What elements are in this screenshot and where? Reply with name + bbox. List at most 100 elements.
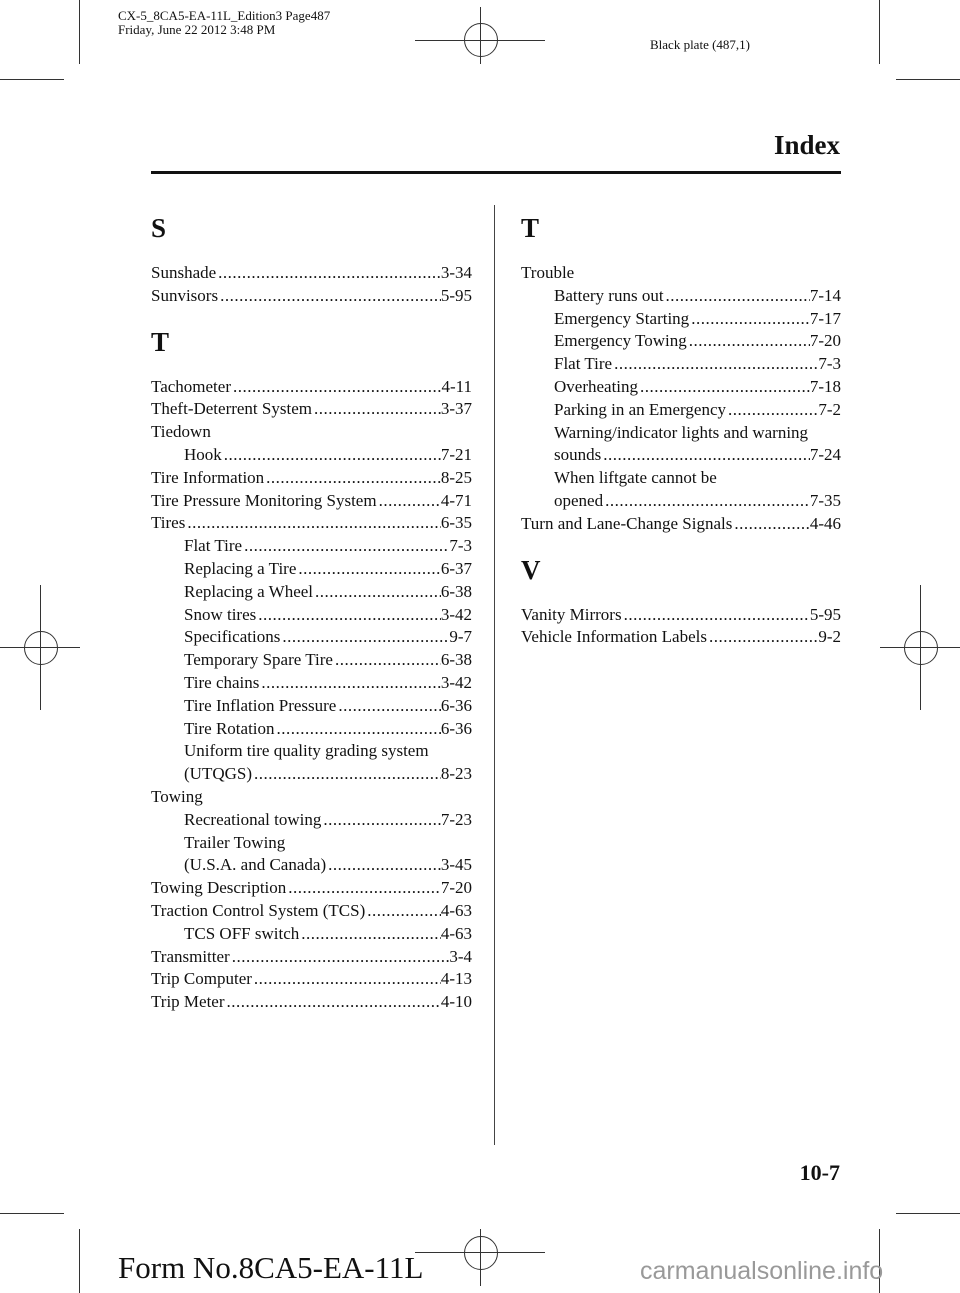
dot-leader: ........................................… bbox=[709, 627, 819, 647]
entry-page-ref: 9-7 bbox=[449, 627, 472, 647]
entry-label: Tachometer bbox=[151, 376, 231, 396]
entry-label: Trouble bbox=[521, 263, 575, 282]
dot-leader: ........................................… bbox=[261, 672, 440, 692]
index-subentry: (U.S.A. and Canada).....................… bbox=[151, 854, 472, 877]
dot-leader: ........................................… bbox=[338, 695, 441, 715]
registration-circle bbox=[464, 23, 498, 57]
entry-page-ref: 4-71 bbox=[440, 490, 472, 510]
index-subentry: Trailer Towing bbox=[151, 832, 472, 855]
entry-page-ref: 4-11 bbox=[441, 376, 472, 396]
entry-page-ref: 7-23 bbox=[440, 809, 472, 829]
dot-leader: ........................................… bbox=[288, 878, 441, 898]
entry-page-ref: 7-20 bbox=[440, 878, 472, 898]
entry-page-ref: 7-24 bbox=[809, 445, 841, 465]
index-subentry: (UTQGS).................................… bbox=[151, 763, 472, 786]
entry-label: When liftgate cannot be bbox=[554, 468, 717, 488]
dot-leader: ........................................… bbox=[220, 285, 441, 305]
entry-label: Tire Pressure Monitoring System bbox=[151, 490, 377, 510]
index-entry: Tachometer..............................… bbox=[151, 376, 472, 399]
entry-page-ref: 7-3 bbox=[449, 536, 472, 556]
entry-page-ref: 6-36 bbox=[440, 718, 472, 738]
index-subentry: Flat Tire...............................… bbox=[151, 535, 472, 558]
index-subentry: Tire Inflation Pressure.................… bbox=[151, 695, 472, 718]
dot-leader: ........................................… bbox=[603, 445, 810, 465]
index-entry: Theft-Deterrent System..................… bbox=[151, 398, 472, 421]
entry-label: Vehicle Information Labels bbox=[521, 627, 707, 647]
dot-leader: ........................................… bbox=[253, 969, 441, 989]
index-subentry: Parking in an Emergency.................… bbox=[521, 399, 841, 422]
dot-leader: ........................................… bbox=[226, 992, 441, 1012]
crop-mark bbox=[896, 79, 960, 80]
entry-label: Flat Tire bbox=[184, 536, 243, 556]
index-subentry: Recreational towing.....................… bbox=[151, 809, 472, 832]
index-entry: Trip Meter..............................… bbox=[151, 991, 472, 1014]
plate-label: Black plate (487,1) bbox=[650, 37, 750, 52]
dot-leader: ........................................… bbox=[334, 650, 441, 670]
entry-label: Hook bbox=[184, 444, 222, 464]
entry-page-ref: 6-37 bbox=[440, 558, 472, 578]
dot-leader: ........................................… bbox=[254, 764, 441, 784]
crop-mark bbox=[0, 1213, 64, 1214]
entry-label: Turn and Lane-Change Signals bbox=[521, 513, 733, 533]
entry-label: Parking in an Emergency bbox=[554, 399, 727, 419]
entry-label: Warning/indicator lights and warning bbox=[554, 422, 809, 442]
crop-mark bbox=[79, 1229, 80, 1293]
entry-label: Trailer Towing bbox=[184, 832, 286, 852]
dot-leader: ........................................… bbox=[691, 308, 810, 328]
dot-leader: ........................................… bbox=[233, 376, 442, 396]
index-letter-heading: V bbox=[521, 554, 541, 585]
dot-leader: ........................................… bbox=[623, 604, 810, 624]
registration-circle bbox=[24, 631, 58, 665]
index-entry: Vanity Mirrors..........................… bbox=[521, 604, 841, 627]
entry-page-ref: 7-21 bbox=[440, 444, 472, 464]
entry-page-ref: 6-36 bbox=[440, 695, 472, 715]
watermark: carmanualsonline.info bbox=[640, 1257, 884, 1285]
dot-leader: ........................................… bbox=[614, 354, 819, 374]
registration-circle bbox=[904, 631, 938, 665]
dot-leader: ........................................… bbox=[276, 718, 441, 738]
index-entry: Sunshade................................… bbox=[151, 262, 472, 285]
crop-mark bbox=[79, 0, 80, 64]
entry-page-ref: 5-95 bbox=[440, 285, 472, 305]
entry-label: Sunshade bbox=[151, 263, 217, 282]
section-title: Index bbox=[773, 130, 840, 160]
entry-page-ref: 3-42 bbox=[440, 672, 472, 692]
index-entry: Trip Computer...........................… bbox=[151, 968, 472, 991]
index-subentry: Replacing a Tire........................… bbox=[151, 558, 472, 581]
entry-page-ref: 3-42 bbox=[440, 604, 472, 624]
entry-page-ref: 7-18 bbox=[809, 376, 841, 396]
dot-leader: ........................................… bbox=[282, 627, 449, 647]
entry-page-ref: 8-23 bbox=[440, 764, 472, 784]
crop-mark bbox=[0, 79, 64, 80]
index-entry: Tire Pressure Monitoring System.........… bbox=[151, 490, 472, 513]
entry-label: Towing bbox=[151, 786, 203, 806]
index-subentry: Battery runs out........................… bbox=[521, 285, 841, 308]
dot-leader: ........................................… bbox=[323, 809, 440, 829]
entry-label: Replacing a Tire bbox=[184, 558, 297, 578]
entry-label: Battery runs out bbox=[554, 285, 664, 305]
index-subentry: Warning/indicator lights and warning bbox=[521, 422, 841, 445]
index-entry: Sunvisors...............................… bbox=[151, 285, 472, 308]
index-subentry: Temporary Spare Tire....................… bbox=[151, 649, 472, 672]
entry-label: Uniform tire quality grading system bbox=[184, 741, 429, 761]
index-entry: Tires...................................… bbox=[151, 512, 472, 535]
title-rule bbox=[151, 171, 841, 174]
entry-label: (U.S.A. and Canada) bbox=[184, 855, 327, 875]
index-column-left: S Sunshade...............................… bbox=[151, 212, 472, 1014]
entry-label: Temporary Spare Tire bbox=[184, 650, 333, 670]
dot-leader: ........................................… bbox=[298, 558, 441, 578]
dot-leader: ........................................… bbox=[301, 923, 441, 943]
index-subentry: Replacing a Wheel.......................… bbox=[151, 581, 472, 604]
date-line: Friday, June 22 2012 3:48 PM bbox=[118, 22, 276, 37]
index-subentry: Uniform tire quality grading system bbox=[151, 740, 472, 763]
entry-page-ref: 3-4 bbox=[449, 946, 472, 966]
column-divider bbox=[494, 205, 495, 1145]
dot-leader: ........................................… bbox=[315, 581, 441, 601]
index-subentry: TCS OFF switch..........................… bbox=[151, 923, 472, 946]
dot-leader: ........................................… bbox=[688, 331, 810, 351]
entry-label: Snow tires bbox=[184, 604, 257, 624]
dot-leader: ........................................… bbox=[665, 285, 810, 305]
entry-page-ref: 4-10 bbox=[440, 992, 472, 1012]
index-column-right: T Trouble Battery runs out................… bbox=[521, 212, 841, 649]
page-number: 10-7 bbox=[799, 1160, 840, 1185]
